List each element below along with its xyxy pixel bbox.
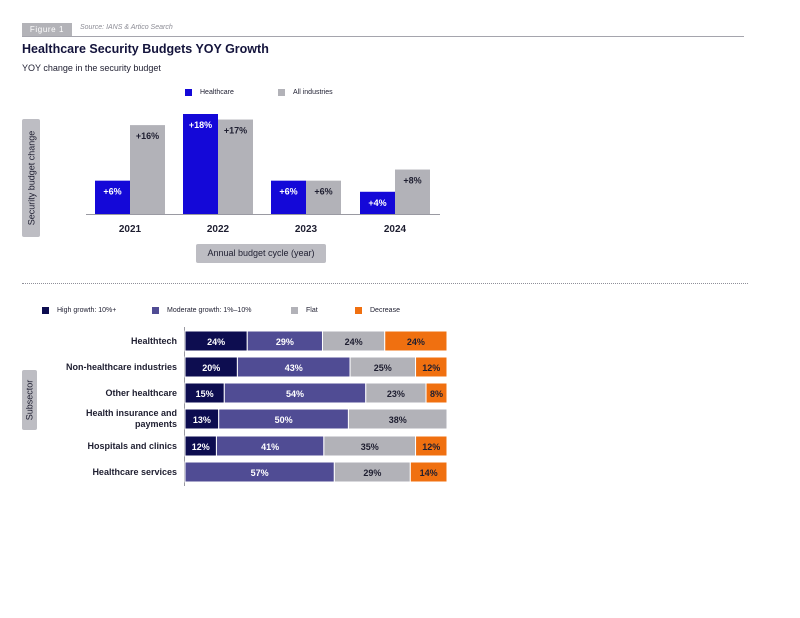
row-label-hospitals-and-clinics: Hospitals and clinics — [17, 441, 177, 452]
row-label-line: Non-healthcare industries — [65, 361, 177, 372]
chart-title: Healthcare Security Budgets YOY Growth — [22, 42, 269, 56]
bar-healthcare-2021 — [95, 180, 130, 214]
segment-label-healthcare-services-2: 29% — [363, 468, 381, 478]
segment-label-healthtech-2: 24% — [345, 337, 363, 347]
legend-moderate-growth: Moderate growth: 1%–10% — [152, 307, 251, 314]
segment-healthtech-3 — [384, 330, 448, 352]
legend-all-industries-swatch — [278, 89, 285, 96]
subsector-axis-label: Subsector — [22, 370, 37, 430]
data-label-all-industries-2021: +16% — [136, 131, 159, 141]
segment-label-healthcare-services-1: 57% — [251, 468, 269, 478]
segment-hospitals-and-clinics-3 — [415, 435, 448, 457]
y-axis-label: Security budget change — [22, 119, 40, 237]
segment-label-non-healthcare-industries-1: 43% — [285, 363, 303, 373]
x-axis-label: Annual budget cycle (year) — [196, 244, 326, 263]
segment-label-healthtech-3: 24% — [407, 337, 425, 347]
segment-label-other-healthcare-2: 23% — [387, 389, 405, 399]
segment-non-healthcare-industries-3 — [415, 356, 448, 378]
row-label-healthtech: Healthtech — [17, 336, 177, 347]
segment-label-health-insurance-and-payments-1: 50% — [275, 415, 293, 425]
legend-all-industries-label: All industries — [293, 89, 333, 96]
segment-label-other-healthcare-3: 8% — [430, 389, 443, 399]
chart-subtitle: YOY change in the security budget — [22, 63, 161, 73]
segment-label-non-healthcare-industries-0: 20% — [202, 363, 220, 373]
segment-label-hospitals-and-clinics-3: 12% — [422, 442, 440, 452]
legend-healthcare-label: Healthcare — [200, 89, 234, 96]
legend-moderate-growth-swatch — [152, 307, 159, 314]
row-label-healthcare-services: Healthcare services — [17, 467, 177, 478]
legend-decrease-label: Decrease — [370, 307, 400, 314]
legend-decrease: Decrease — [355, 307, 400, 314]
segment-label-hospitals-and-clinics-2: 35% — [361, 442, 379, 452]
bar-healthcare-2022 — [183, 114, 218, 214]
segment-label-non-healthcare-industries-2: 25% — [374, 363, 392, 373]
data-label-all-industries-2023: +6% — [314, 187, 332, 197]
data-label-healthcare-2024: +4% — [368, 198, 386, 208]
x-tick-label-2022: 2022 — [207, 224, 230, 235]
row-label-other-healthcare: Other healthcare — [17, 388, 177, 399]
source-note: Source: IANS & Artico Search — [80, 24, 173, 31]
legend-healthcare: Healthcare — [185, 89, 234, 96]
segment-label-hospitals-and-clinics-1: 41% — [261, 442, 279, 452]
data-label-all-industries-2024: +8% — [403, 176, 421, 186]
data-label-healthcare-2023: +6% — [279, 187, 297, 197]
legend-flat-label: Flat — [306, 307, 318, 314]
segment-label-healthtech-1: 29% — [276, 337, 294, 347]
segment-healthcare-services-3 — [409, 461, 448, 483]
legend-all-industries: All industries — [278, 89, 333, 96]
row-label-line: Health insurance and — [85, 408, 177, 418]
bar-all-industries-2024 — [395, 169, 430, 214]
row-label-non-healthcare-industries: Non-healthcare industries — [17, 362, 177, 373]
row-label-line: Healthcare services — [92, 466, 177, 477]
segment-label-health-insurance-and-payments-2: 38% — [389, 415, 407, 425]
legend-high-growth: High growth: 10%+ — [42, 307, 116, 314]
legend-flat-swatch — [291, 307, 298, 314]
segment-label-non-healthcare-industries-3: 12% — [422, 363, 440, 373]
bar-healthcare-2024 — [360, 191, 395, 214]
segment-health-insurance-and-payments-2 — [347, 408, 448, 430]
legend-moderate-growth-label: Moderate growth: 1%–10% — [167, 307, 252, 314]
row-label-line: Hospitals and clinics — [87, 440, 177, 451]
x-tick-label-2021: 2021 — [119, 224, 142, 235]
segment-label-other-healthcare-1: 54% — [286, 389, 304, 399]
top-divider — [22, 36, 744, 37]
segment-label-healthcare-services-3: 14% — [420, 468, 438, 478]
figure-tag: Figure 1 — [22, 23, 72, 36]
legend-decrease-swatch — [355, 307, 362, 314]
legend-flat: Flat — [291, 307, 318, 314]
x-tick-label-2024: 2024 — [384, 224, 407, 235]
bar-all-industries-2023 — [306, 180, 341, 214]
bar-all-industries-2021 — [130, 125, 165, 214]
segment-label-other-healthcare-0: 15% — [196, 389, 214, 399]
data-label-all-industries-2022: +17% — [224, 126, 247, 136]
segment-label-health-insurance-and-payments-0: 13% — [193, 415, 211, 425]
section-divider — [22, 283, 748, 284]
legend-high-growth-label: High growth: 10%+ — [57, 307, 117, 314]
data-label-healthcare-2021: +6% — [103, 187, 121, 197]
segment-label-healthtech-0: 24% — [207, 337, 225, 347]
row-label-line: payments — [134, 419, 177, 429]
segment-label-hospitals-and-clinics-0: 12% — [192, 442, 210, 452]
segment-other-healthcare-3 — [425, 382, 448, 404]
legend-high-growth-swatch — [42, 307, 49, 314]
legend-healthcare-swatch — [185, 89, 192, 96]
x-tick-label-2023: 2023 — [295, 224, 318, 235]
row-label-line: Healthtech — [130, 335, 177, 346]
data-label-healthcare-2022: +18% — [189, 120, 212, 130]
row-label-line: Other healthcare — [105, 387, 177, 398]
bar-healthcare-2023 — [271, 180, 306, 214]
row-label-health-insurance-and-payments: Health insurance and payments — [17, 408, 177, 430]
bar-all-industries-2022 — [218, 119, 253, 214]
